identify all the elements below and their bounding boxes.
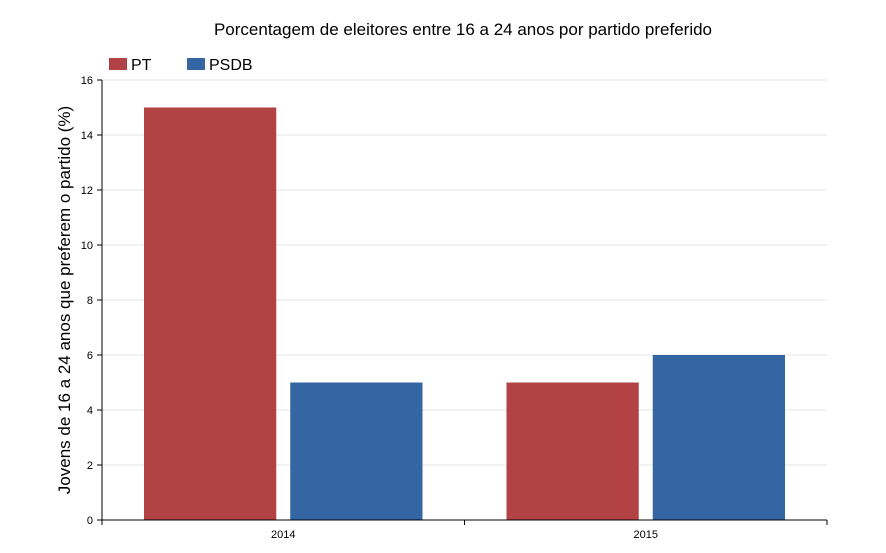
legend-swatch-psdb xyxy=(187,58,205,70)
legend-swatch-pt xyxy=(109,58,127,70)
legend-label-pt: PT xyxy=(131,57,152,74)
y-tick-label: 10 xyxy=(81,240,93,252)
y-tick-label: 16 xyxy=(81,75,93,87)
chart-title: Porcentagem de eleitores entre 16 a 24 a… xyxy=(214,20,712,39)
bar-pt-2015 xyxy=(507,383,639,521)
y-tick-label: 0 xyxy=(87,515,93,527)
legend-label-psdb: PSDB xyxy=(209,57,253,74)
bars xyxy=(144,108,785,521)
bar-psdb-2014 xyxy=(290,383,422,521)
y-axis-label: Jovens de 16 a 24 anos que preferem o pa… xyxy=(55,106,74,494)
bar-psdb-2015 xyxy=(653,355,785,520)
y-tick-label: 6 xyxy=(87,350,93,362)
y-tick-label: 4 xyxy=(87,405,93,417)
x-tick-label: 2015 xyxy=(634,529,658,541)
bar-pt-2014 xyxy=(144,108,276,521)
y-tick-label: 14 xyxy=(81,130,93,142)
x-tick-label: 2014 xyxy=(271,529,295,541)
y-tick-label: 2 xyxy=(87,460,93,472)
y-tick-label: 12 xyxy=(81,185,93,197)
legend: PT PSDB xyxy=(109,57,253,74)
y-tick-label: 8 xyxy=(87,295,93,307)
